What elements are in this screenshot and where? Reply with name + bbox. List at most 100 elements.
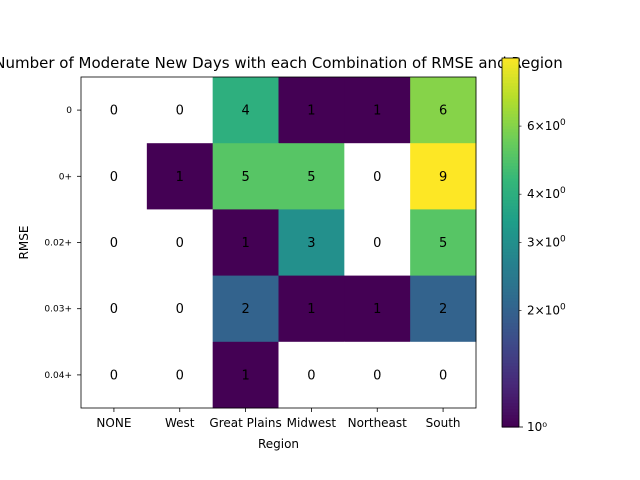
colorbar-gradient-step (502, 380, 519, 385)
colorbar-gradient-step (502, 411, 519, 416)
colorbar-gradient-step (502, 365, 519, 370)
cell-value-label: 0 (110, 236, 118, 251)
heatmap-cell (212, 341, 279, 409)
colorbar-gradient-step (502, 162, 519, 167)
colorbar-gradient-step (502, 73, 519, 78)
heatmap-cell (81, 341, 148, 409)
colorbar-gradient-step (502, 245, 519, 250)
colorbar-minor-label: 2×100 (527, 303, 566, 318)
colorbar-gradient-step (502, 187, 519, 191)
heatmap-cell (344, 143, 411, 210)
colorbar-gradient-step (502, 405, 519, 410)
colorbar-gradient-step (502, 125, 519, 130)
colorbar-gradient-step (502, 251, 519, 256)
y-axis-ticks: 0 0+ 0.02+ 0.03+ 0.04+ (44, 106, 81, 381)
colorbar-gradient-step (502, 291, 519, 296)
colorbar-gradient-step (502, 393, 519, 397)
colorbar-gradient-step (502, 242, 519, 247)
colorbar-gradient-step (502, 205, 519, 210)
heatmap-cell (81, 77, 148, 144)
colorbar-gradient-step (502, 119, 519, 124)
colorbar-gradient-step (502, 174, 519, 179)
colorbar-gradient-step (502, 396, 519, 400)
colorbar-gradient-step (502, 347, 519, 351)
colorbar-gradient-step (502, 353, 519, 357)
colorbar-gradient-step (502, 334, 519, 339)
colorbar-gradient-step (502, 61, 519, 65)
cell-value-label: 0 (110, 170, 118, 185)
y-axis-label: RMSE (17, 226, 31, 260)
colorbar-gradient-step (502, 193, 519, 197)
colorbar-gradient-step (502, 208, 519, 213)
colorbar-gradient-step (502, 343, 519, 348)
colorbar-gradient-step (502, 383, 519, 388)
colorbar-gradient-step (502, 371, 519, 376)
colorbar-gradient-step (502, 304, 519, 308)
cell-value-label: 0 (373, 368, 381, 383)
colorbar-gradient-step (502, 362, 519, 367)
colorbar-gradient-step (502, 414, 519, 419)
y-tick-label: 0.03+ (44, 305, 72, 315)
colorbar-gradient-step (502, 128, 519, 133)
colorbar-gradient-step (502, 199, 519, 204)
colorbar-gradient-step (502, 94, 519, 99)
colorbar-gradient-step (502, 202, 519, 207)
cell-value-label: 5 (241, 170, 249, 185)
colorbar-gradient-step (502, 374, 519, 379)
colorbar-gradient-step (502, 300, 519, 305)
colorbar-minor-label: 3×100 (527, 235, 566, 250)
colorbar-gradient-step (502, 233, 519, 237)
colorbar-gradient-step (502, 211, 519, 216)
cell-value-label: 6 (439, 104, 447, 119)
colorbar-gradient-step (502, 390, 519, 394)
colorbar-gradient-step (502, 153, 519, 157)
cell-value-label: 2 (241, 302, 249, 317)
colorbar-gradient-step (502, 196, 519, 201)
heatmap-cell (212, 209, 279, 276)
cell-value-label: 0 (176, 236, 184, 251)
colorbar-gradient-step (502, 340, 519, 345)
colorbar-gradient-step (502, 239, 519, 244)
colorbar-gradient-step (502, 254, 519, 259)
colorbar-gradient-step (502, 408, 519, 413)
heatmap-cell (146, 341, 214, 409)
colorbar-gradient-step (502, 144, 519, 148)
cell-value-label: 0 (176, 104, 184, 119)
heatmap-cell (81, 143, 148, 210)
cell-value-label: 9 (439, 170, 447, 185)
heatmap-cell (278, 77, 345, 144)
heatmap-cell (278, 275, 345, 343)
colorbar-major-label: 10⁰ (527, 420, 547, 434)
colorbar-gradient-step (502, 110, 519, 114)
colorbar-gradient-step (502, 260, 519, 265)
colorbar-gradient-step (502, 417, 519, 422)
colorbar-gradient-step (502, 267, 519, 271)
cell-value-label: 2 (439, 302, 447, 317)
colorbar-gradient-step (502, 97, 519, 102)
x-tick-label: Midwest (287, 416, 337, 430)
heatmap-cell (212, 77, 279, 144)
colorbar-gradient-step (502, 220, 519, 225)
colorbar-gradient-step (502, 270, 519, 274)
colorbar-gradient-step (502, 337, 519, 342)
colorbar-gradient-step (502, 224, 519, 228)
colorbar-gradient-step (502, 420, 519, 425)
colorbar-gradient-step (502, 325, 519, 330)
cell-value-label: 1 (307, 104, 315, 119)
heatmap-cell (146, 77, 214, 144)
colorbar-gradient-step (502, 264, 519, 268)
cell-value-label: 0 (110, 302, 118, 317)
heatmap-cell (410, 209, 477, 276)
colorbar-gradient-step (502, 331, 519, 336)
colorbar-gradient-step (502, 273, 519, 277)
y-tick-label: 0+ (59, 172, 72, 182)
colorbar-gradient-step (502, 131, 519, 136)
x-tick-label: Northeast (348, 416, 408, 430)
cell-value-label: 0 (373, 236, 381, 251)
cell-value-label: 1 (176, 170, 184, 185)
colorbar-gradient-step (502, 156, 519, 161)
colorbar-gradient-step (502, 282, 519, 287)
heatmap-cell (212, 143, 279, 210)
heatmap-cell (278, 209, 345, 276)
